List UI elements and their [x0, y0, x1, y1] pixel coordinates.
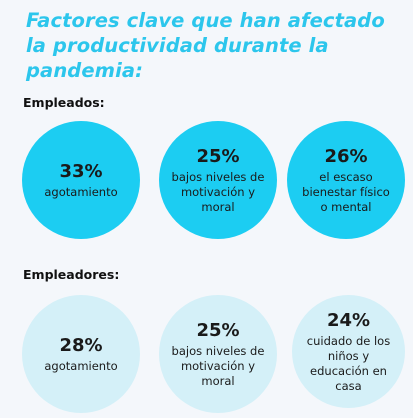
bubble-label: agotamiento — [44, 358, 118, 373]
bubble-label: bajos niveles de motivación y moral — [171, 343, 265, 388]
bubble-value: 25% — [196, 319, 240, 341]
bubble-empleados-agotamiento: 33% agotamiento — [22, 121, 140, 239]
section-label-empleadores: Empleadores: — [23, 267, 120, 282]
bubble-value: 28% — [59, 334, 103, 356]
bubble-empleados-motivacion: 25% bajos niveles de motivación y moral — [159, 121, 277, 239]
bubble-value: 33% — [59, 160, 103, 182]
bubble-empleadores-motivacion: 25% bajos niveles de motivación y moral — [159, 295, 277, 413]
chart-title: Factores clave que han afectado la produ… — [26, 9, 385, 82]
bubble-empleadores-cuidado-ninos: 24% cuidado de los niños y educación en … — [292, 295, 405, 408]
bubble-empleados-bienestar: 26% el escaso bienestar físico o mental — [287, 121, 405, 239]
bubble-label: cuidado de los niños y educación en casa — [306, 333, 391, 393]
section-label-empleados: Empleados: — [23, 95, 105, 110]
bubble-label: agotamiento — [44, 184, 118, 199]
bubble-label: bajos niveles de motivación y moral — [171, 169, 265, 214]
bubble-empleadores-agotamiento: 28% agotamiento — [22, 295, 140, 413]
bubble-label: el escaso bienestar físico o mental — [302, 169, 390, 214]
bubble-value: 25% — [196, 145, 240, 167]
bubble-value: 24% — [326, 309, 371, 331]
bubble-value: 26% — [324, 145, 368, 167]
